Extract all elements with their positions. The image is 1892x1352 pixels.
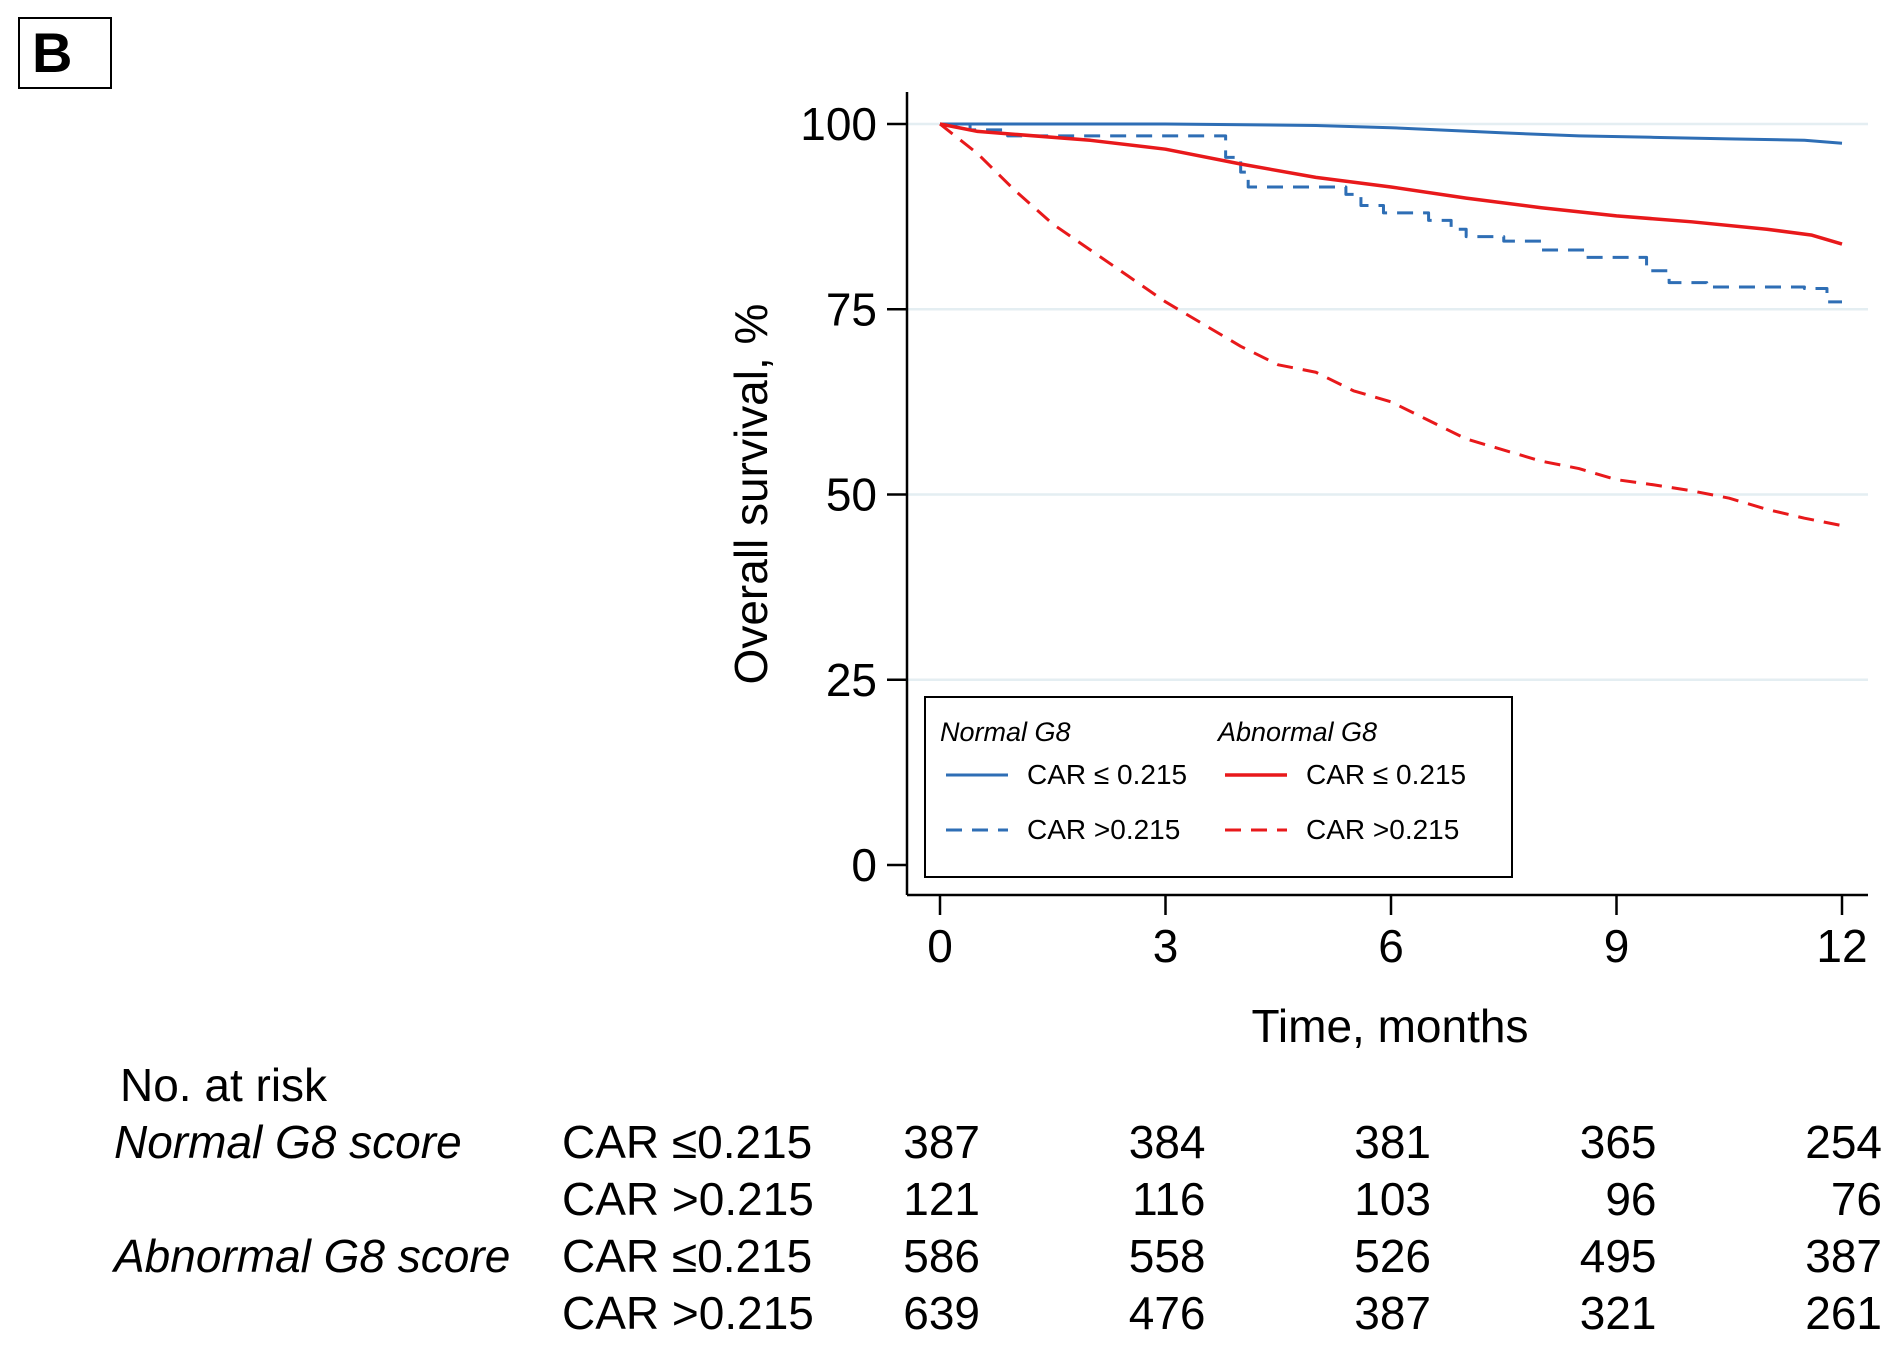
legend-label-abnormal-low: CAR ≤ 0.215 [1306,759,1466,790]
risk-count: 476 [1128,1287,1206,1339]
risk-car-label: CAR ≤0.215 [562,1116,813,1168]
panel-label: B [32,21,73,84]
risk-table-title: No. at risk [120,1059,328,1111]
risk-count: 381 [1354,1116,1431,1168]
y-axis-label: Overall survival, % [725,304,777,685]
x-tick-label: 3 [1153,920,1179,972]
risk-count: 387 [1805,1230,1882,1282]
legend-label-normal-low: CAR ≤ 0.215 [1027,759,1187,790]
legend-box [924,696,1513,878]
x-tick-label: 12 [1816,920,1867,972]
y-tick-label: 100 [800,98,877,150]
risk-count: 116 [1132,1173,1206,1225]
survival-curve-3 [939,122,1843,528]
risk-count: 495 [1579,1230,1657,1282]
x-axis-label: Time, months [1252,1000,1529,1052]
y-ticks: 0 25 50 75 100 [800,98,907,891]
risk-count: 103 [1354,1173,1431,1225]
legend-label-normal-high: CAR >0.215 [1027,814,1180,845]
legend-group-title-abnormal: Abnormal G8 [1216,717,1377,747]
survival-curves [939,122,1843,528]
risk-count: 387 [903,1116,980,1168]
risk-count: 121 [903,1173,980,1225]
survival-curve-1 [940,122,1842,304]
risk-car-label: CAR >0.215 [562,1173,814,1225]
risk-count: 365 [1579,1116,1657,1168]
legend-group-title-normal: Normal G8 [940,717,1071,747]
risk-car-label: CAR ≤0.215 [562,1230,813,1282]
x-tick-label: 6 [1378,920,1404,972]
risk-count: 254 [1805,1116,1882,1168]
risk-count: 384 [1128,1116,1206,1168]
risk-count: 558 [1128,1230,1206,1282]
risk-group-abnormal: Abnormal G8 score [114,1230,511,1282]
risk-count: 639 [903,1287,980,1339]
x-ticks: 0 3 6 9 12 [927,895,1868,972]
risk-count: 586 [903,1230,980,1282]
risk-car-label: CAR >0.215 [562,1287,814,1339]
risk-group-normal: Normal G8 score [114,1116,462,1168]
risk-count: 387 [1354,1287,1431,1339]
survival-curve-2 [939,122,1843,246]
survival-curve-0 [940,122,1843,145]
x-tick-label: 0 [927,920,953,972]
panel-label-box: B [18,17,112,89]
risk-count: 526 [1354,1230,1431,1282]
y-tick-label: 50 [826,469,877,521]
risk-count: 321 [1579,1287,1657,1339]
x-tick-label: 9 [1604,920,1630,972]
risk-count: 76 [1830,1173,1882,1225]
risk-count: 96 [1605,1173,1657,1225]
legend-label-abnormal-high: CAR >0.215 [1306,814,1459,845]
y-tick-label: 25 [826,654,877,706]
y-tick-label: 0 [851,839,877,891]
legend: Normal G8 Abnormal G8 CAR ≤ 0.215 CAR >0… [924,696,1513,878]
risk-count: 261 [1805,1287,1882,1339]
y-tick-label: 75 [826,283,877,335]
